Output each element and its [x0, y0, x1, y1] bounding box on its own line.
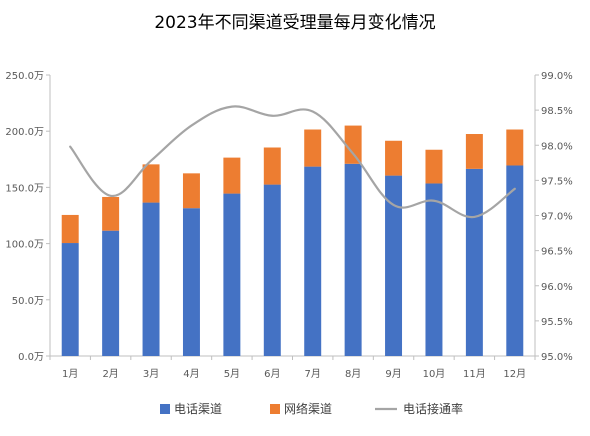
chart-title: 2023年不同渠道受理量每月变化情况 [154, 13, 435, 33]
x-tick-label: 8月 [345, 368, 361, 380]
x-tick-label: 7月 [305, 368, 321, 380]
legend-network-channel-label: 网络渠道 [284, 401, 332, 416]
x-tick-label: 1月 [62, 368, 78, 380]
legend-phone-channel-label: 电话渠道 [174, 402, 222, 416]
bar-network-channel [142, 164, 160, 203]
y-left-tick-label: 0.0万 [18, 352, 44, 363]
line-group [69, 105, 516, 219]
bar-phone-channel [385, 175, 403, 356]
y-right-tick-label: 97.0% [541, 212, 573, 223]
bar-phone-channel [304, 166, 322, 356]
bar-network-channel [223, 157, 241, 194]
x-tick-label: 11月 [463, 368, 486, 380]
y-left-tick-label: 200.0万 [5, 127, 44, 138]
bars-group [61, 125, 524, 356]
legend-connect-rate-label: 电话接通率 [403, 401, 463, 416]
x-tick-label: 12月 [503, 368, 526, 380]
bar-network-channel [263, 147, 281, 185]
x-tick-label: 5月 [224, 368, 240, 380]
y-right-tick-label: 95.0% [541, 352, 573, 363]
x-tick-label: 2月 [102, 368, 118, 380]
y-left-tick-label: 50.0万 [12, 296, 44, 307]
bar-phone-channel [223, 193, 241, 356]
y-left-tick-label: 150.0万 [5, 183, 44, 194]
bar-network-channel [102, 196, 120, 231]
line-connect-rate [69, 105, 516, 219]
bar-phone-channel [344, 163, 362, 356]
y-right-tick-label: 97.5% [541, 176, 573, 187]
x-tick-label: 3月 [143, 368, 159, 380]
bar-network-channel [182, 173, 200, 209]
bar-phone-channel [61, 243, 79, 356]
y-right-tick-label: 95.5% [541, 317, 573, 328]
y-right-tick-label: 98.0% [541, 141, 573, 152]
bar-phone-channel [425, 183, 443, 356]
y-right-tick-label: 98.5% [541, 106, 573, 117]
bar-phone-channel [182, 208, 200, 356]
bar-phone-channel [102, 230, 120, 356]
bar-phone-channel [465, 168, 483, 356]
x-tick-label: 9月 [385, 368, 401, 380]
bar-phone-channel [506, 165, 524, 356]
bar-network-channel [304, 129, 322, 167]
axes-group: 0.0万 50.0万 100.0万 150.0万 200.0万 250.0万 95.0% 95… [5, 71, 572, 380]
bar-phone-channel [263, 184, 281, 356]
x-tick-label: 6月 [264, 368, 280, 380]
legend: 电话渠道 网络渠道 电话接通率 [160, 401, 463, 416]
y-right-tick-label: 96.5% [541, 247, 573, 258]
bar-network-channel [465, 134, 483, 169]
x-tick-label: 10月 [423, 368, 446, 380]
bar-network-channel [506, 129, 524, 166]
bar-network-channel [385, 140, 403, 176]
bar-network-channel [61, 214, 79, 244]
x-tick-label: 4月 [183, 368, 199, 380]
y-left-tick-label: 250.0万 [5, 71, 44, 82]
y-left-tick-label: 100.0万 [5, 240, 44, 251]
bar-network-channel [425, 149, 443, 184]
bar-phone-channel [142, 202, 160, 356]
y-right-tick-label: 99.0% [541, 71, 573, 82]
y-right-tick-label: 96.0% [541, 282, 573, 293]
legend-network-channel-swatch [270, 404, 280, 414]
bar-network-channel [344, 125, 362, 164]
legend-phone-channel-swatch [160, 404, 170, 414]
